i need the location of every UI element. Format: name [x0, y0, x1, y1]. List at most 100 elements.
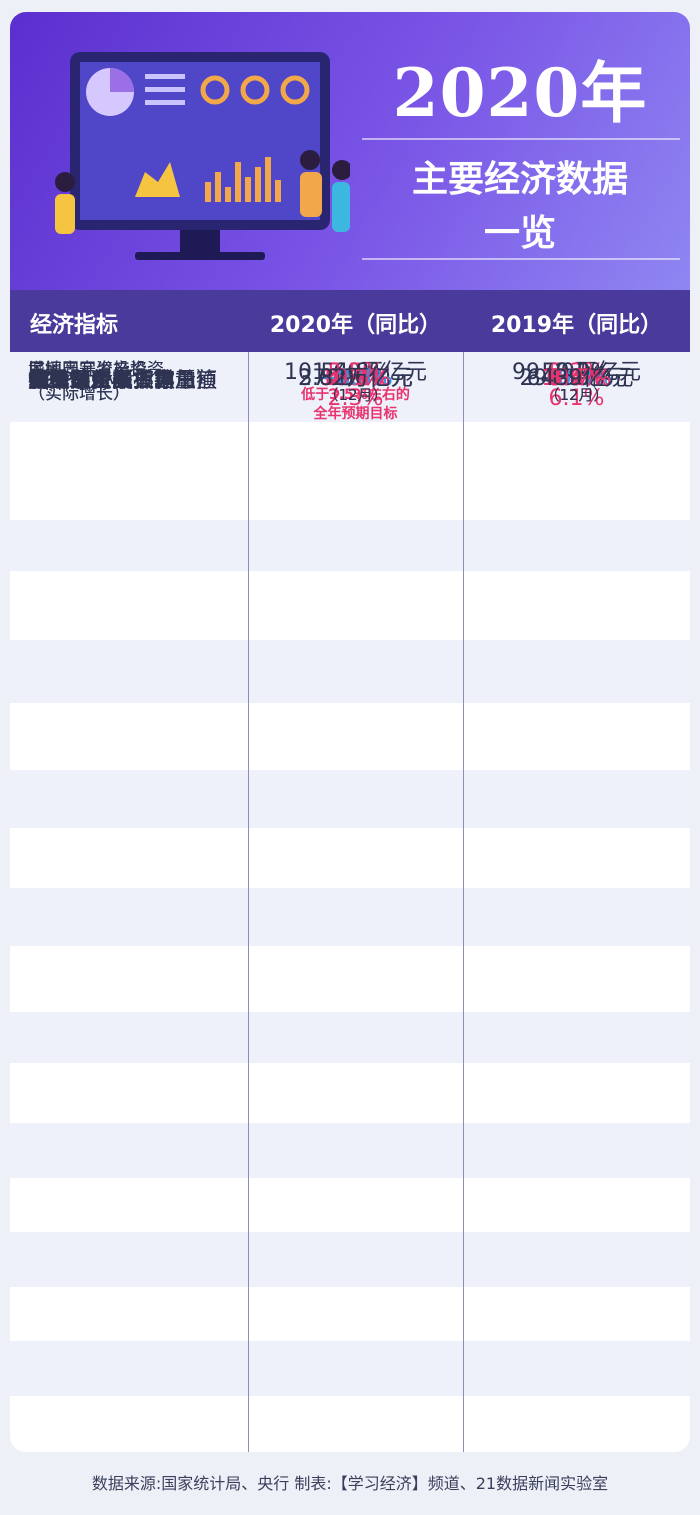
value-cell: 4.7%: [463, 366, 690, 392]
table-body: GDP 101.60万亿元 2.3% 99.09万亿元 6.1% CPI 2.5% 低于3.5…: [10, 352, 690, 1452]
label-line: 人民币新增贷款: [28, 368, 175, 392]
value-line: 8.7%: [548, 366, 605, 391]
value-line: 2.5%: [327, 360, 384, 385]
table-row: 房地产开发投资 （实际增长） 7.0% 9.9%: [10, 360, 690, 1012]
label-line: 社会融资规模存量: [28, 368, 196, 392]
table-row: 社会融资规模存量 13.3% 10.7%: [10, 366, 690, 1396]
text-line: [145, 87, 185, 92]
table-row: 贸易顺差（人民币） 37096亿元 29150亿元: [10, 366, 690, 1287]
label-line: （实际增长）: [28, 384, 130, 404]
label-line: PPI: [28, 368, 60, 392]
person: [332, 160, 350, 180]
row-label: 房地产开发投资 （实际增长）: [28, 358, 147, 406]
label-line: 民间固定资产投资: [28, 360, 164, 380]
value-note: （12月）: [544, 386, 609, 404]
value-line: 5.2%: [327, 360, 384, 385]
value-cell: 10.7%: [463, 366, 690, 392]
value-line: −3.9%: [318, 366, 393, 391]
table-row: 服务业生产指数 54.8% （12月） 53.0% （12月）: [10, 360, 690, 770]
column-divider: [463, 352, 464, 1452]
value-cell: 5.0%: [463, 366, 690, 392]
row-label: GDP: [28, 366, 73, 394]
person: [55, 172, 75, 192]
table-row: 网上零售额 10.9% 16.5%: [10, 366, 690, 1123]
subtitle: 一览: [483, 213, 556, 254]
table-row: 民间固定资产投资 （实际增长） 1.0% 4.7%: [10, 360, 690, 946]
row-label: 制造业PMI: [28, 366, 128, 394]
value-note: （12月）: [544, 386, 609, 404]
value-cell: 8.7%: [463, 366, 690, 392]
label-line: CPI: [28, 368, 62, 392]
label-line: （实际增长）: [28, 384, 130, 404]
value-line: 54.8%: [320, 360, 391, 385]
label-line: 进口额: [28, 368, 91, 392]
column-header: 2019年（同比）: [490, 313, 663, 338]
value-line: 13.3%: [320, 366, 391, 391]
value-line: 9.9%: [548, 366, 605, 391]
value-cell: 10.9%: [248, 366, 463, 392]
label-line: 出口额: [28, 368, 91, 392]
row-label: 服务业生产指数: [28, 366, 175, 394]
table-row: 城镇固定资产投资 （实际增长） 2.9% 5.4%: [10, 360, 690, 888]
divider: [362, 258, 680, 260]
value-line: 7.0%: [327, 366, 384, 391]
value-cell: 4.0%: [248, 366, 463, 392]
value-line: 50.2%: [541, 360, 612, 385]
value-cell: 5.4%: [463, 366, 690, 392]
table-row: 进口额 −0.7% 1.6%: [10, 366, 690, 1232]
value-line: 5.0%: [548, 366, 605, 391]
row-label: 贸易顺差（人民币）: [28, 366, 217, 394]
value-line: −1.8%: [318, 366, 393, 391]
value-cell: 101.60万亿元 2.3%: [248, 360, 463, 412]
value-line: 37096亿元: [298, 366, 413, 391]
value-line: 16.5%: [541, 366, 612, 391]
value-line: 2.9%: [327, 366, 384, 391]
row-label: 出口额: [28, 366, 91, 394]
value-cell: 2.82万亿元: [248, 366, 463, 392]
text-line: [145, 100, 185, 105]
label-line: 城镇调查失业率: [28, 368, 175, 392]
value-line: 8.0%: [548, 366, 605, 391]
row-label: M2: [28, 366, 59, 394]
value-cell: 99.09万亿元 6.1%: [463, 360, 690, 412]
row-label: 人民币新增贷款: [28, 366, 175, 394]
row-label: 进口额: [28, 366, 91, 394]
value-cell: 16.5%: [463, 366, 690, 392]
value-cell: 9.9%: [463, 366, 690, 392]
value-cell: 53.0% （12月）: [463, 360, 690, 405]
value-note: （12月）: [323, 386, 388, 404]
value-cell: 13.3%: [248, 366, 463, 392]
value-line: 10.9%: [320, 366, 391, 391]
value-line: 4.0%: [327, 366, 384, 391]
value-line: −0.7%: [318, 366, 393, 391]
table-header: 经济指标 2020年（同比） 2019年（同比）: [10, 290, 690, 352]
value-cell: 7.0%: [248, 366, 463, 392]
hero: 2020年 主要经济数据 一览: [10, 12, 690, 290]
value-note: （12月）: [544, 386, 609, 404]
value-cell: 2.9%: [248, 366, 463, 392]
value-cell: −1.8%: [248, 366, 463, 392]
column-header: 经济指标: [30, 313, 119, 338]
value-line: 10.1%: [320, 366, 391, 391]
column-header: 2020年（同比）: [269, 313, 442, 338]
label-line: GDP: [28, 368, 74, 392]
row-label: 规模以上工业增加值: [28, 366, 217, 394]
row-label: 社会消费品零售总额: [28, 366, 217, 394]
value-line: 2.8%: [327, 366, 384, 391]
label-line: （实际增长）: [28, 384, 130, 404]
person: [300, 172, 322, 217]
value-cell: 10.1%: [248, 366, 463, 392]
value-cell: −0.7%: [248, 366, 463, 392]
label-line: 规模以上工业增加值: [28, 368, 217, 392]
row-label: PPI: [28, 366, 60, 394]
stand: [180, 230, 220, 255]
value-line: 53.0%: [541, 360, 612, 385]
value-cell: 1.6%: [463, 366, 690, 392]
value-cell: 8.0%: [463, 366, 690, 392]
label-line: 贸易顺差（人民币）: [28, 368, 217, 392]
value-line: 1.6%: [548, 366, 605, 391]
value-line: 10.7%: [541, 366, 612, 391]
table-row: 制造业PMI 51.9% 50.2% （12月）: [10, 360, 690, 703]
value-line: 5.7%: [548, 366, 605, 391]
